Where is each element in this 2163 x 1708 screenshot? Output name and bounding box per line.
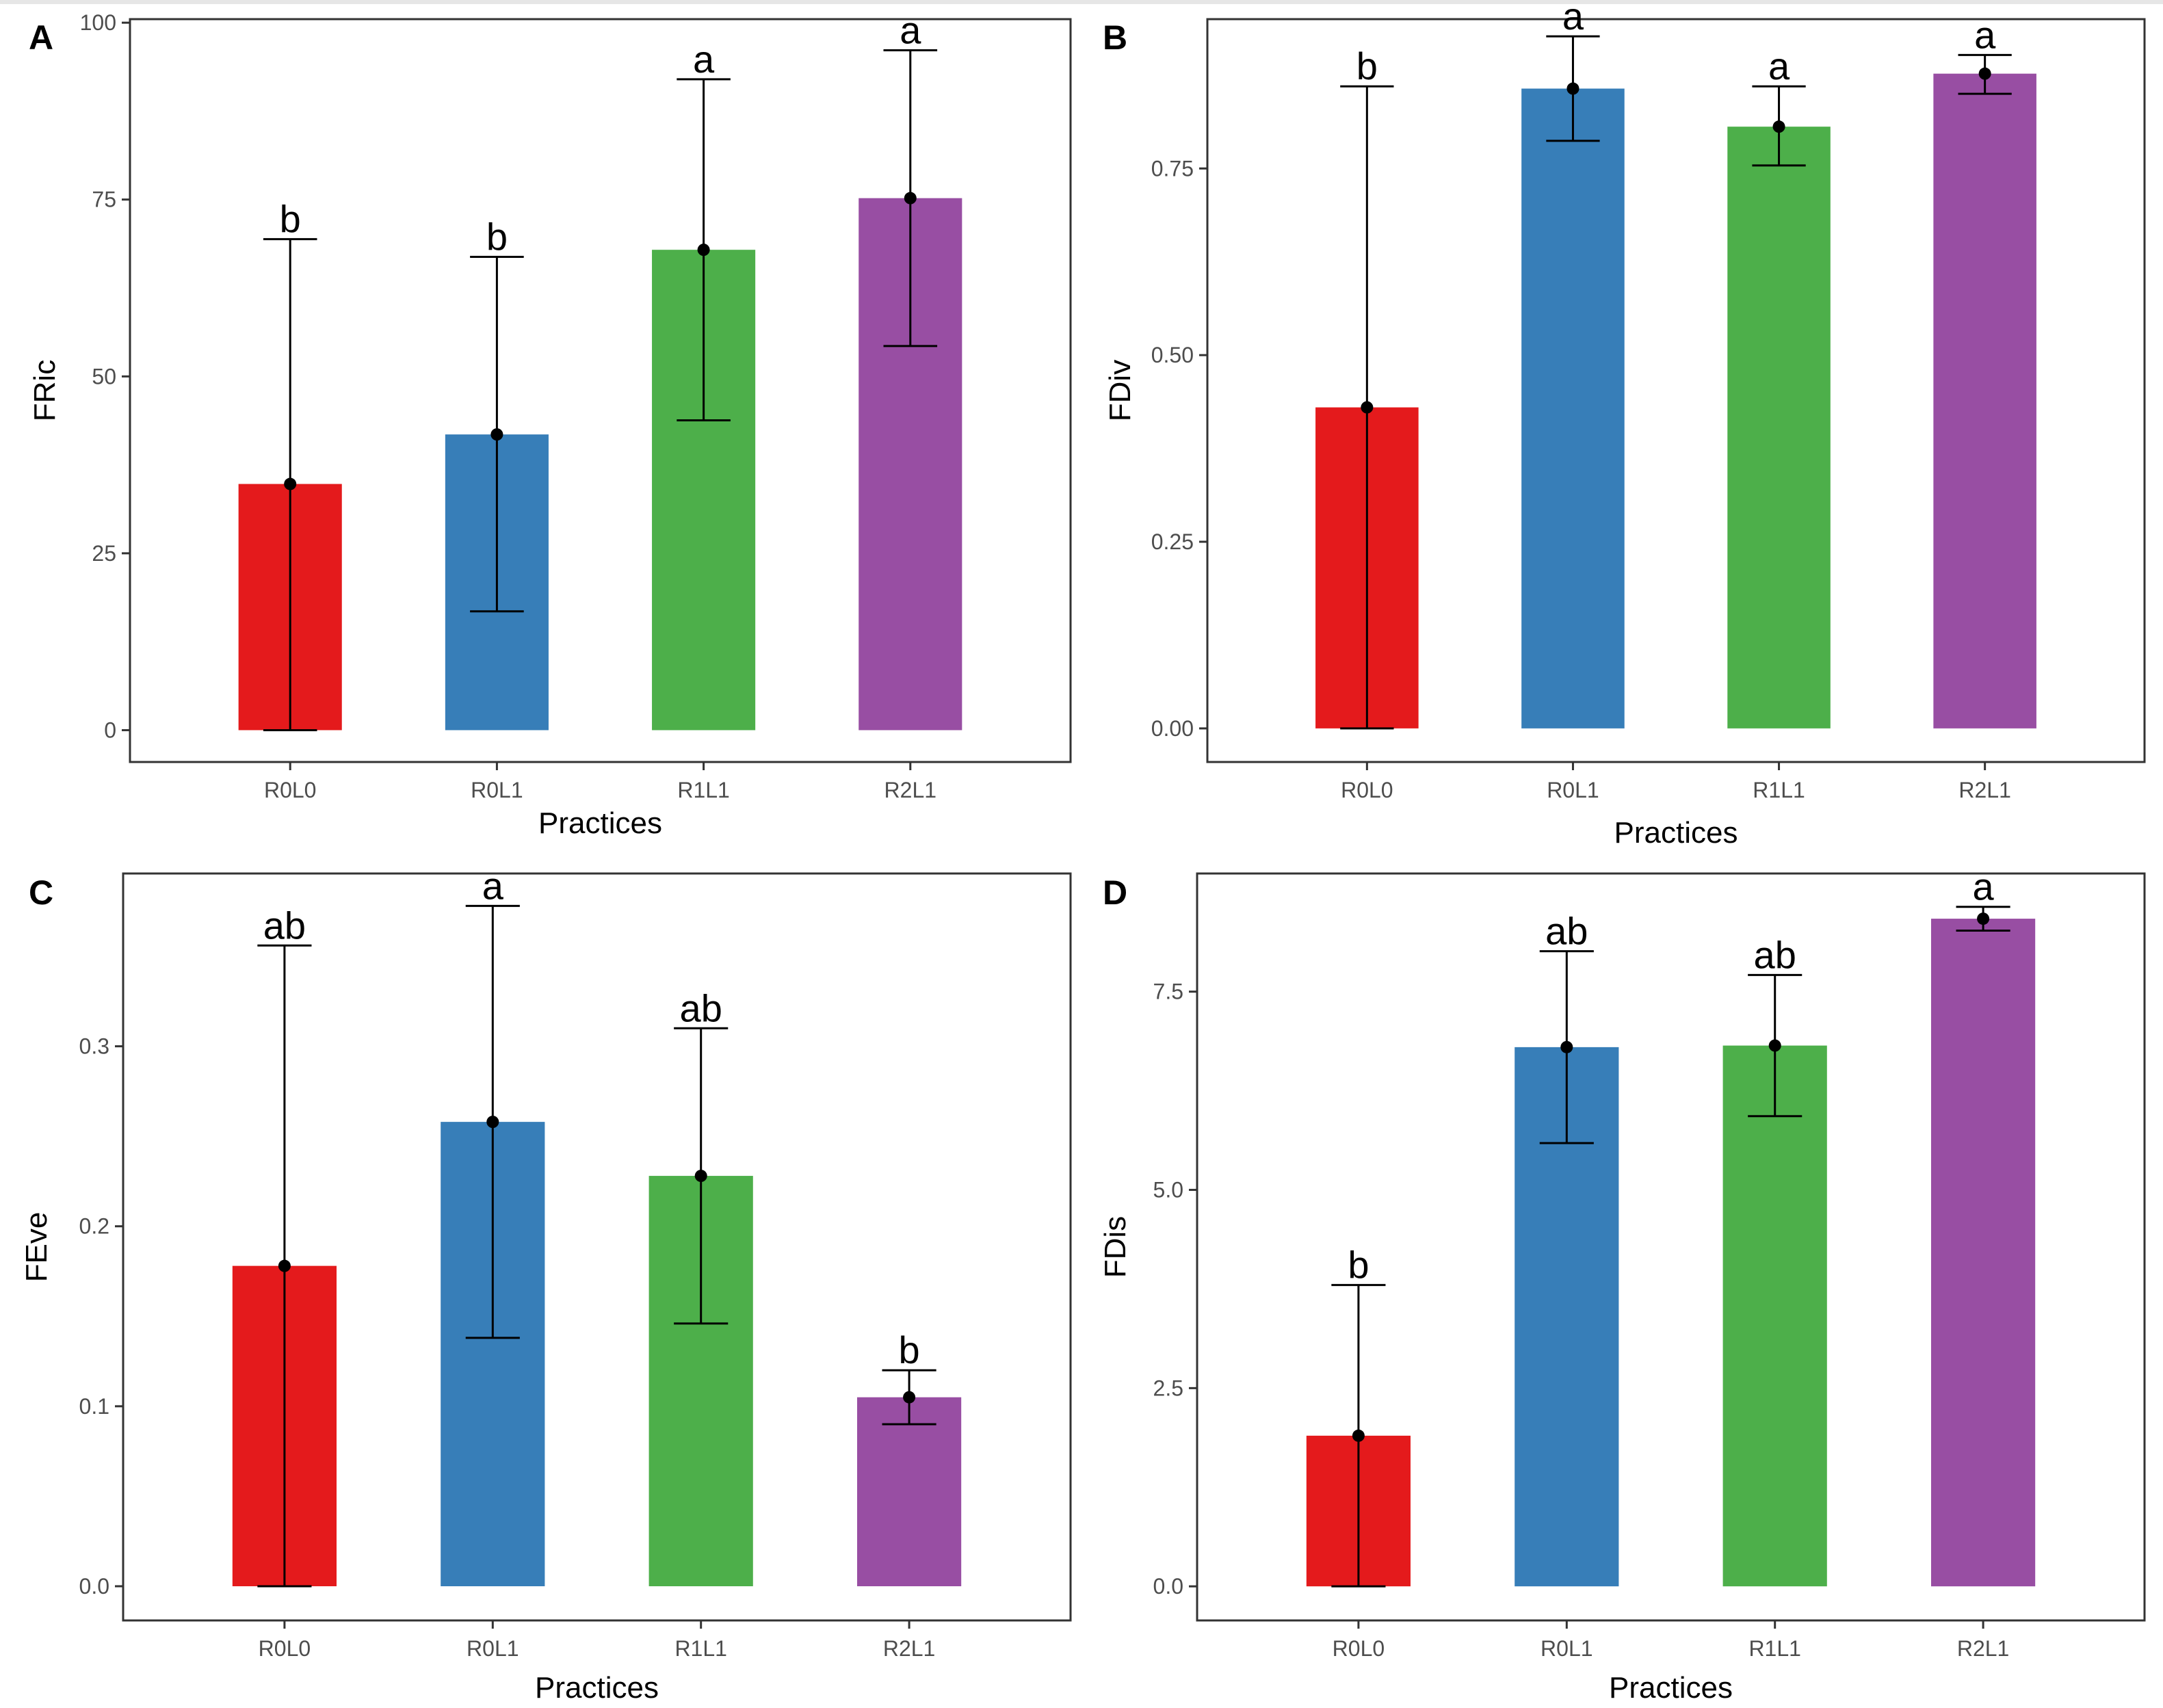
x-tick-label: R2L1 bbox=[883, 1636, 936, 1661]
significance-label: ab bbox=[263, 904, 306, 947]
panel-frame bbox=[129, 18, 1072, 763]
significance-label: b bbox=[280, 198, 301, 241]
significance-label: b bbox=[1348, 1244, 1369, 1287]
mean-point bbox=[694, 1170, 707, 1183]
panel-letter: C bbox=[29, 873, 53, 912]
significance-label: a bbox=[1768, 44, 1790, 88]
y-tick-label: 0.25 bbox=[1151, 529, 1194, 554]
mean-point bbox=[1768, 1039, 1781, 1052]
significance-label: a bbox=[693, 38, 715, 81]
mean-point bbox=[284, 477, 297, 490]
x-tick-label: R2L1 bbox=[1957, 1636, 2010, 1661]
y-tick-label: 0.00 bbox=[1151, 716, 1194, 741]
y-axis-title: FEve bbox=[20, 1212, 53, 1283]
mean-point bbox=[904, 192, 917, 205]
significance-label: b bbox=[486, 215, 508, 259]
x-axis-title: Practices bbox=[1609, 1671, 1733, 1705]
panel-frame bbox=[122, 872, 1072, 1622]
y-axis-title: FRic bbox=[28, 360, 62, 421]
x-axis-title: Practices bbox=[1614, 816, 1738, 850]
y-tick-label: 0.3 bbox=[79, 1034, 109, 1059]
x-tick-label: R0L0 bbox=[259, 1636, 311, 1661]
significance-label: ab bbox=[1545, 910, 1588, 953]
significance-label: b bbox=[1356, 44, 1378, 88]
significance-label: a bbox=[1973, 865, 1995, 908]
mean-point bbox=[903, 1391, 916, 1404]
mean-point bbox=[486, 1116, 499, 1129]
x-tick-label: R0L0 bbox=[264, 778, 317, 802]
y-tick-label: 7.5 bbox=[1153, 980, 1183, 1004]
mean-point bbox=[1361, 401, 1374, 414]
mean-point bbox=[1977, 912, 1990, 925]
significance-label: a bbox=[1974, 13, 1996, 56]
x-tick-label: R2L1 bbox=[1958, 778, 2011, 802]
y-tick-label: 75 bbox=[92, 187, 116, 212]
mean-point bbox=[1352, 1429, 1365, 1442]
top-divider bbox=[0, 0, 2163, 4]
y-tick-label: 0 bbox=[104, 718, 116, 742]
x-tick-label: R0L1 bbox=[1547, 778, 1599, 802]
mean-point bbox=[278, 1259, 291, 1272]
x-tick-label: R1L1 bbox=[674, 1636, 727, 1661]
panel-frame bbox=[1206, 18, 2146, 763]
y-tick-label: 50 bbox=[92, 364, 116, 389]
significance-label: a bbox=[1562, 0, 1584, 38]
x-tick-label: R2L1 bbox=[884, 778, 937, 802]
chart-panel-d: D 0.0 2.5 5.0 7.5 b R0L0 ab R0L1 ab R1L1 a R2L1 Pract… bbox=[1099, 865, 2146, 1705]
significance-label: b bbox=[899, 1328, 920, 1371]
y-tick-label: 0.50 bbox=[1151, 343, 1194, 367]
x-tick-label: R1L1 bbox=[1748, 1636, 1801, 1661]
mean-point bbox=[490, 428, 503, 441]
x-tick-label: R1L1 bbox=[677, 778, 730, 802]
x-tick-label: R0L1 bbox=[471, 778, 523, 802]
y-tick-label: 25 bbox=[92, 541, 116, 566]
x-tick-label: R1L1 bbox=[1753, 778, 1805, 802]
mean-point bbox=[1566, 82, 1579, 95]
panel-letter: B bbox=[1103, 18, 1127, 57]
bar-r1l1 bbox=[1727, 127, 1831, 728]
bar-r1l1 bbox=[1722, 1045, 1827, 1587]
x-tick-label: R0L1 bbox=[1541, 1636, 1593, 1661]
panel-letter: A bbox=[29, 18, 53, 57]
mean-point bbox=[1560, 1040, 1573, 1053]
bar-r2l1 bbox=[1930, 919, 2036, 1587]
bar-r2l1 bbox=[856, 1397, 962, 1587]
y-tick-label: 0.75 bbox=[1151, 156, 1194, 181]
x-axis-title: Practices bbox=[535, 1671, 659, 1705]
y-tick-label: 0.1 bbox=[79, 1394, 109, 1419]
x-axis-title: Practices bbox=[538, 806, 662, 840]
significance-label: a bbox=[900, 9, 921, 52]
x-tick-label: R0L1 bbox=[467, 1636, 519, 1661]
y-axis-title: FDis bbox=[1099, 1216, 1132, 1278]
mean-point bbox=[697, 244, 710, 257]
x-tick-label: R0L0 bbox=[1333, 1636, 1385, 1661]
y-tick-label: 0.0 bbox=[1153, 1574, 1183, 1599]
significance-label: ab bbox=[1754, 933, 1796, 976]
mean-point bbox=[1772, 120, 1785, 133]
panel-letter: D bbox=[1103, 873, 1127, 912]
chart-panel-c: C 0.0 0.1 0.2 0.3 ab R0L0 a R0L1 ab R1L1 b R2L1 Pract… bbox=[20, 864, 1072, 1705]
significance-label: a bbox=[482, 864, 504, 907]
y-axis-title: FDiv bbox=[1103, 360, 1137, 421]
y-tick-label: 2.5 bbox=[1153, 1376, 1183, 1400]
chart-panel-b: B 0.00 0.25 0.50 0.75 b R0L0 a R0L1 a R1L1 a R2L1 Pra… bbox=[1103, 0, 2146, 850]
mean-point bbox=[1978, 67, 1991, 80]
panel-frame bbox=[1196, 872, 2146, 1622]
y-tick-label: 0.2 bbox=[79, 1214, 109, 1239]
y-tick-label: 5.0 bbox=[1153, 1178, 1183, 1203]
y-tick-label: 100 bbox=[80, 10, 116, 35]
y-tick-label: 0.0 bbox=[79, 1574, 109, 1599]
bar-r2l1 bbox=[1933, 73, 2036, 728]
significance-label: ab bbox=[680, 986, 722, 1029]
chart-panel-a: A 0 25 50 75 100 b R0L0 b R0L1 a R1L1 a R2L1 Practices… bbox=[28, 9, 1072, 840]
bar-r0l1 bbox=[1521, 88, 1625, 728]
x-tick-label: R0L0 bbox=[1341, 778, 1393, 802]
